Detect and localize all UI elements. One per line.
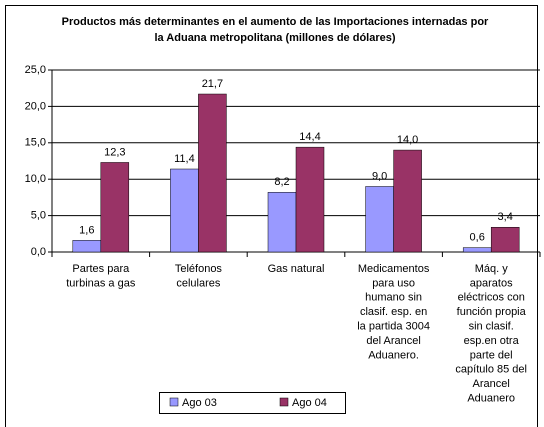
x-tick-label: del Arancel: [366, 335, 420, 347]
bar: [393, 149, 422, 253]
y-tick-label: 25,0: [25, 64, 46, 76]
data-label: 12,3: [104, 146, 125, 158]
data-label: 21,7: [202, 78, 223, 90]
data-label: 0,6: [470, 232, 485, 244]
data-label: 14,4: [299, 131, 320, 143]
bar: [365, 186, 394, 253]
bar: [267, 192, 297, 253]
x-tick-label: Partes para: [72, 263, 130, 275]
y-tick-label: 5,0: [31, 210, 46, 222]
y-tick-label: 0,0: [31, 246, 46, 258]
data-label: 3,4: [498, 211, 513, 223]
x-tick-label: humano sin: [365, 292, 422, 304]
bar: [170, 168, 199, 253]
bar: [100, 162, 130, 253]
data-label: 14,0: [397, 134, 418, 146]
x-tick-label: eléctricos con: [458, 292, 525, 304]
x-tick-label: aparatos: [470, 277, 513, 289]
chart-title: la Aduana metropolitana (millones de dól…: [154, 32, 395, 44]
x-tick-label: función propia: [457, 306, 527, 318]
x-tick-label: parte del: [470, 349, 513, 361]
data-label: 11,4: [174, 153, 195, 165]
y-tick-label: 20,0: [25, 100, 46, 112]
x-tick-label: Aduanero: [467, 393, 515, 405]
x-tick-label: Medicamentos: [358, 263, 430, 275]
legend-label: Ago 03: [182, 397, 217, 409]
x-tick-label: Gas natural: [268, 263, 325, 275]
bar: [462, 247, 492, 253]
x-tick-label: Aduanero.: [368, 349, 419, 361]
x-tick-label: Máq. y: [475, 263, 509, 275]
x-tick-label: sin clasif.: [469, 321, 514, 333]
chart-title: Productos más determinantes en el aument…: [62, 16, 489, 28]
data-label: 9,0: [372, 170, 387, 182]
legend-swatch: [279, 397, 289, 407]
legend-box: [159, 392, 346, 414]
y-tick-label: 15,0: [25, 137, 46, 149]
data-label: 8,2: [274, 176, 289, 188]
x-tick-label: turbinas a gas: [66, 277, 136, 289]
bar: [198, 93, 227, 253]
chart-frame: [5, 5, 538, 427]
bar: [490, 226, 520, 253]
x-tick-label: Arancel: [473, 378, 510, 390]
x-tick-label: clasif. esp. en: [360, 306, 427, 318]
y-tick-label: 10,0: [25, 173, 46, 185]
x-tick-label: esp.en otra: [464, 335, 520, 347]
data-label: 1,6: [79, 224, 94, 236]
x-tick-label: capítulo 85 del: [455, 364, 527, 376]
bar: [72, 240, 102, 253]
x-tick-label: la partida 3004: [357, 321, 430, 333]
legend-swatch: [169, 397, 179, 407]
x-tick-label: Teléfonos: [175, 263, 223, 275]
x-tick-label: para uso: [372, 277, 415, 289]
bar: [295, 146, 325, 253]
legend-label: Ago 04: [292, 397, 327, 409]
x-tick-label: celulares: [176, 277, 221, 289]
